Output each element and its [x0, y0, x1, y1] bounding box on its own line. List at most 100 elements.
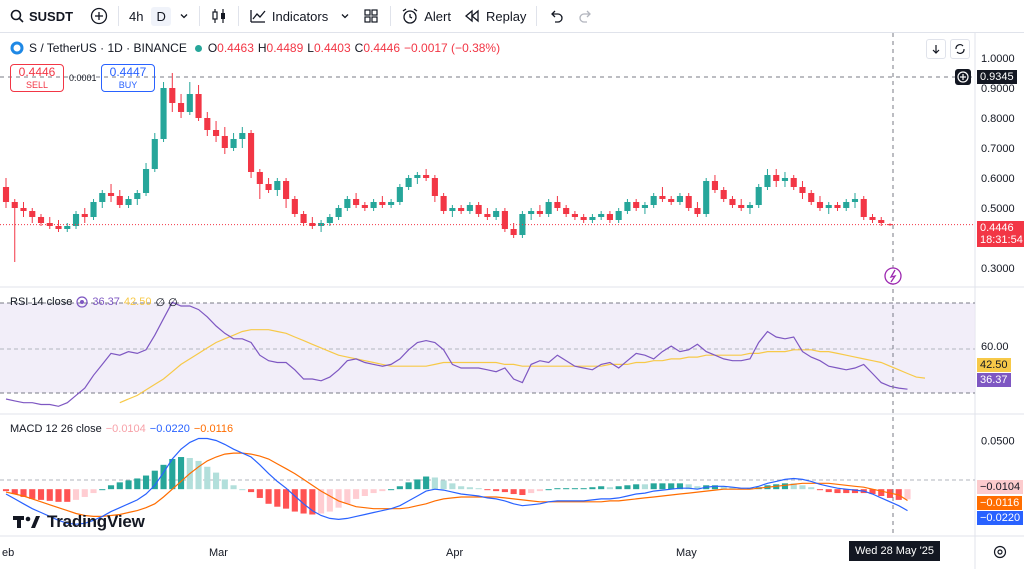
- macd-histogram-bar: [834, 489, 841, 494]
- candle-body: [843, 202, 850, 208]
- candle-body: [878, 220, 885, 223]
- lightning-icon[interactable]: [884, 267, 902, 285]
- macd-histogram-bar: [2, 489, 10, 492]
- macd-histogram-bar: [869, 489, 876, 495]
- macd-histogram-bar: [554, 488, 561, 490]
- macd-line: [5, 437, 908, 525]
- candle-body: [440, 196, 447, 211]
- candle-body: [291, 199, 298, 214]
- macd-histogram-bar: [598, 486, 605, 490]
- macd-histogram-bar: [72, 489, 80, 500]
- candle-body: [81, 214, 88, 217]
- candle-body: [72, 214, 80, 226]
- change-value: −0.0017 (−0.38%): [404, 41, 501, 55]
- timeframe-dropdown[interactable]: [173, 0, 195, 33]
- rsi-ma-legend-value: 42.50: [123, 296, 152, 308]
- candle-body: [388, 202, 395, 205]
- candle-body: [99, 193, 106, 202]
- candle-body: [344, 199, 351, 208]
- timeframe-d[interactable]: D: [149, 0, 172, 33]
- timeframe-4h[interactable]: 4h: [123, 0, 149, 33]
- chart-canvas[interactable]: 1.0000 0.9000 0.8000 0.7000 0.6000 0.5000 0.30…: [0, 33, 1024, 569]
- sell-button[interactable]: 0.4446 SELL: [10, 64, 64, 92]
- compare-symbol-button[interactable]: [84, 0, 114, 33]
- crosshair-price-tag: 0.9345: [977, 70, 1017, 84]
- macd-histogram-bar: [335, 489, 342, 508]
- macd-histogram-bar: [353, 489, 360, 499]
- rsi-ma-line: [119, 329, 926, 404]
- time-label-apr: Apr: [446, 547, 464, 559]
- candle-body: [694, 208, 701, 214]
- candle-body: [230, 139, 237, 148]
- candle-body: [423, 175, 430, 178]
- candle-body: [545, 202, 552, 214]
- candle-body: [107, 193, 115, 196]
- templates-button[interactable]: [356, 0, 386, 33]
- buy-button[interactable]: 0.4447 BUY: [101, 64, 155, 92]
- price-axis[interactable]: 1.0000 0.9000 0.8000 0.7000 0.6000 0.5000 0.30…: [981, 53, 1015, 496]
- indicators-dropdown[interactable]: [334, 0, 356, 33]
- indicators-button[interactable]: Indicators: [243, 0, 334, 33]
- candle-body: [633, 202, 640, 208]
- macd-histogram-bar: [668, 483, 675, 490]
- spread-value: 0.0001: [69, 73, 97, 83]
- rsi-ma-tag: 42.50: [977, 358, 1011, 372]
- rsi-legend-value: 36.37: [92, 296, 120, 308]
- macd-histogram-bar: [790, 483, 797, 490]
- macd-legend[interactable]: MACD 12 26 close −0.0104 −0.0220 −0.0116: [10, 423, 233, 435]
- macd-signal-legend-value: −0.0116: [193, 423, 234, 435]
- macd-histogram-bar: [326, 489, 333, 512]
- chart-settings-button[interactable]: [993, 545, 1007, 564]
- macd-histogram-bar: [239, 489, 246, 491]
- scroll-down-button[interactable]: [926, 39, 946, 59]
- candle-body: [151, 139, 158, 169]
- candle-body: [834, 205, 841, 208]
- crosshair-add-icon[interactable]: [955, 69, 971, 85]
- candle-body: [746, 205, 754, 208]
- macd-legend-value: −0.0220: [149, 423, 190, 435]
- reset-view-button[interactable]: [950, 39, 970, 59]
- macd-histogram-bar: [212, 472, 220, 490]
- candle-body: [326, 217, 333, 223]
- sell-label: SELL: [25, 80, 49, 90]
- alert-button[interactable]: Alert: [395, 0, 457, 33]
- macd-histogram-bar: [256, 489, 263, 498]
- redo-button[interactable]: [571, 0, 601, 33]
- macd-histogram-bar: [729, 487, 736, 490]
- replay-label: Replay: [485, 8, 527, 24]
- refresh-icon: [955, 44, 965, 54]
- candle-body: [589, 217, 596, 220]
- macd-histogram-bar: [484, 489, 491, 491]
- rsi-legend[interactable]: RSI 14 close 36.37 42.50 ∅ ∅: [10, 296, 178, 309]
- price-tick-label: 0.9000: [981, 83, 1015, 95]
- macd-histogram-bar: [414, 479, 421, 490]
- timeframe-4h-label: 4h: [129, 8, 144, 24]
- macd-histogram-bar: [878, 489, 885, 496]
- macd-histogram-bar: [388, 489, 395, 491]
- macd-hist-tag: −0.0104: [977, 480, 1024, 494]
- macd-histogram-bar: [580, 488, 587, 490]
- candle-body: [221, 136, 228, 148]
- macd-histogram-bar: [423, 476, 430, 490]
- candle-body: [668, 199, 675, 202]
- tradingview-logo[interactable]: TradingView: [13, 512, 145, 532]
- candle-body: [29, 211, 36, 217]
- macd-histogram-bar: [519, 489, 526, 496]
- candle-body: [125, 199, 132, 205]
- chart-type-button[interactable]: [204, 0, 234, 33]
- symbol-search[interactable]: SUSDT: [0, 0, 84, 33]
- macd-histogram-bar: [589, 487, 596, 490]
- macd-histogram-bar: [11, 489, 18, 495]
- macd-histogram-bar: [501, 489, 508, 493]
- candle-body: [711, 181, 719, 190]
- candle-body: [431, 178, 438, 196]
- search-icon: [10, 9, 24, 23]
- undo-button[interactable]: [541, 0, 571, 33]
- price-tick-label: 0.3000: [981, 263, 1015, 275]
- candle-body: [458, 208, 465, 211]
- replay-button[interactable]: Replay: [457, 0, 532, 33]
- macd-histogram-bar: [291, 489, 298, 512]
- toolbar-divider: [536, 6, 538, 26]
- last-price-tag: 0.4446 18:31:54: [977, 221, 1024, 247]
